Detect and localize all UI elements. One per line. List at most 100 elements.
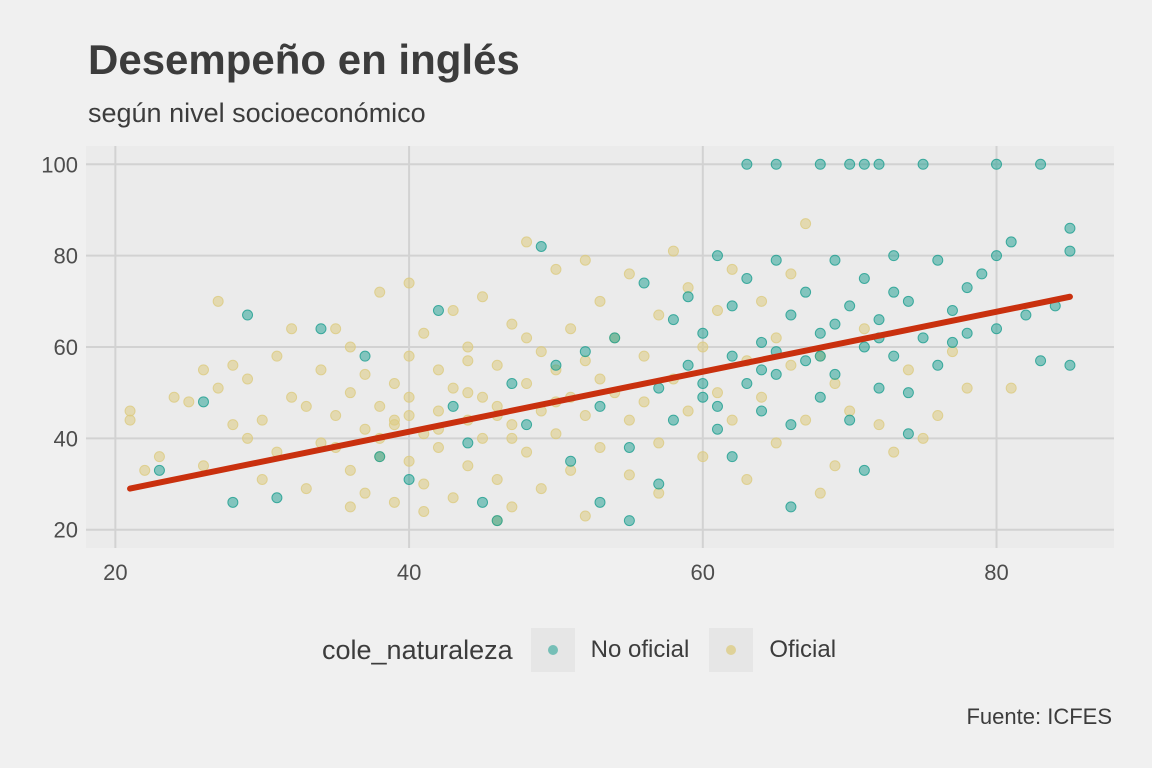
data-point-oficial — [197, 460, 209, 472]
data-point-no-oficial — [814, 158, 826, 170]
data-point-no-oficial — [711, 423, 723, 435]
data-point-no-oficial — [550, 359, 562, 371]
data-point-oficial — [477, 291, 489, 303]
data-point-no-oficial — [844, 414, 856, 426]
data-point-no-oficial — [756, 405, 768, 417]
data-point-oficial — [197, 364, 209, 376]
data-point-no-oficial — [594, 496, 606, 508]
data-point-oficial — [447, 304, 459, 316]
data-point-no-oficial — [800, 286, 812, 298]
chart-subtitle: según nivel socioeconómico — [88, 98, 426, 128]
data-point-oficial — [477, 391, 489, 403]
trend-line-layer — [127, 293, 1073, 492]
data-point-oficial — [374, 286, 386, 298]
data-point-oficial — [535, 346, 547, 358]
data-point-oficial — [300, 483, 312, 495]
data-point-no-oficial — [785, 419, 797, 431]
data-point-oficial — [153, 451, 165, 463]
data-point-oficial — [477, 432, 489, 444]
y-tick-label: 100 — [41, 152, 78, 177]
data-point-oficial — [682, 282, 694, 294]
data-point-oficial — [594, 442, 606, 453]
data-point-no-oficial — [667, 314, 679, 326]
data-point-oficial — [256, 414, 268, 426]
data-point-oficial — [888, 446, 900, 458]
data-point-no-oficial — [770, 368, 782, 380]
x-tick-label: 40 — [397, 560, 421, 585]
data-point-no-oficial — [858, 272, 870, 284]
data-point-no-oficial — [197, 396, 209, 408]
data-point-oficial — [653, 487, 665, 499]
data-point-no-oficial — [917, 332, 929, 344]
data-point-no-oficial — [1005, 236, 1017, 248]
data-point-no-oficial — [917, 158, 929, 170]
data-point-no-oficial — [858, 158, 870, 170]
legend-dot-oficial-icon — [726, 645, 737, 655]
data-point-oficial — [359, 368, 371, 380]
legend-title: cole_naturaleza — [322, 634, 513, 665]
data-point-oficial — [785, 268, 797, 280]
data-point-oficial — [756, 391, 768, 403]
data-point-oficial — [550, 428, 562, 440]
data-point-oficial — [330, 323, 342, 335]
data-point-oficial — [800, 218, 812, 230]
data-point-no-oficial — [565, 455, 577, 467]
data-point-no-oficial — [506, 378, 518, 390]
y-tick-label: 20 — [54, 518, 78, 543]
data-point-oficial — [756, 295, 768, 307]
data-point-oficial — [403, 350, 415, 362]
data-point-no-oficial — [535, 241, 547, 252]
data-point-no-oficial — [844, 300, 856, 312]
data-point-oficial — [653, 309, 665, 321]
chart-caption: Fuente: ICFES — [966, 704, 1112, 729]
data-point-oficial — [521, 378, 533, 390]
data-point-no-oficial — [902, 428, 914, 440]
data-point-no-oficial — [491, 515, 503, 527]
legend-label-oficial: Oficial — [769, 636, 837, 663]
data-point-oficial — [565, 464, 577, 476]
data-point-no-oficial — [991, 158, 1003, 170]
legend-label-no-oficial: No oficial — [590, 636, 690, 663]
data-point-no-oficial — [741, 272, 753, 284]
data-point-oficial — [418, 327, 430, 339]
data-point-oficial — [344, 501, 356, 513]
data-point-oficial — [491, 400, 503, 412]
data-point-no-oficial — [756, 364, 768, 376]
data-point-oficial — [388, 378, 400, 390]
data-point-no-oficial — [756, 336, 768, 348]
data-point-oficial — [506, 318, 518, 330]
data-point-oficial — [462, 341, 474, 353]
data-point-oficial — [579, 254, 591, 266]
data-point-no-oficial — [770, 158, 782, 170]
data-point-no-oficial — [594, 400, 606, 412]
data-point-oficial — [432, 442, 444, 453]
data-point-oficial — [829, 378, 841, 390]
data-point-oficial — [491, 473, 503, 485]
data-point-oficial — [403, 410, 415, 422]
data-point-oficial — [330, 410, 342, 422]
data-point-no-oficial — [873, 382, 885, 394]
data-point-oficial — [447, 382, 459, 394]
data-point-oficial — [227, 359, 239, 371]
data-point-no-oficial — [800, 355, 812, 367]
data-point-no-oficial — [902, 295, 914, 307]
y-tick-label: 40 — [54, 426, 78, 451]
data-point-no-oficial — [682, 291, 694, 303]
data-point-oficial — [521, 236, 533, 248]
data-point-no-oficial — [359, 350, 371, 362]
data-point-oficial — [521, 446, 533, 458]
data-point-no-oficial — [447, 400, 459, 412]
data-point-no-oficial — [623, 442, 635, 453]
legend-dot-no-oficial-icon — [547, 645, 558, 655]
data-point-oficial — [344, 387, 356, 399]
data-point-oficial — [403, 391, 415, 403]
chart-title: Desempeño en inglés — [88, 36, 520, 83]
data-point-oficial — [785, 359, 797, 371]
data-point-no-oficial — [785, 309, 797, 321]
data-point-oficial — [462, 387, 474, 399]
data-point-no-oficial — [932, 359, 944, 371]
data-point-oficial — [388, 496, 400, 508]
data-point-no-oficial — [814, 350, 826, 362]
data-point-oficial — [1005, 382, 1017, 394]
